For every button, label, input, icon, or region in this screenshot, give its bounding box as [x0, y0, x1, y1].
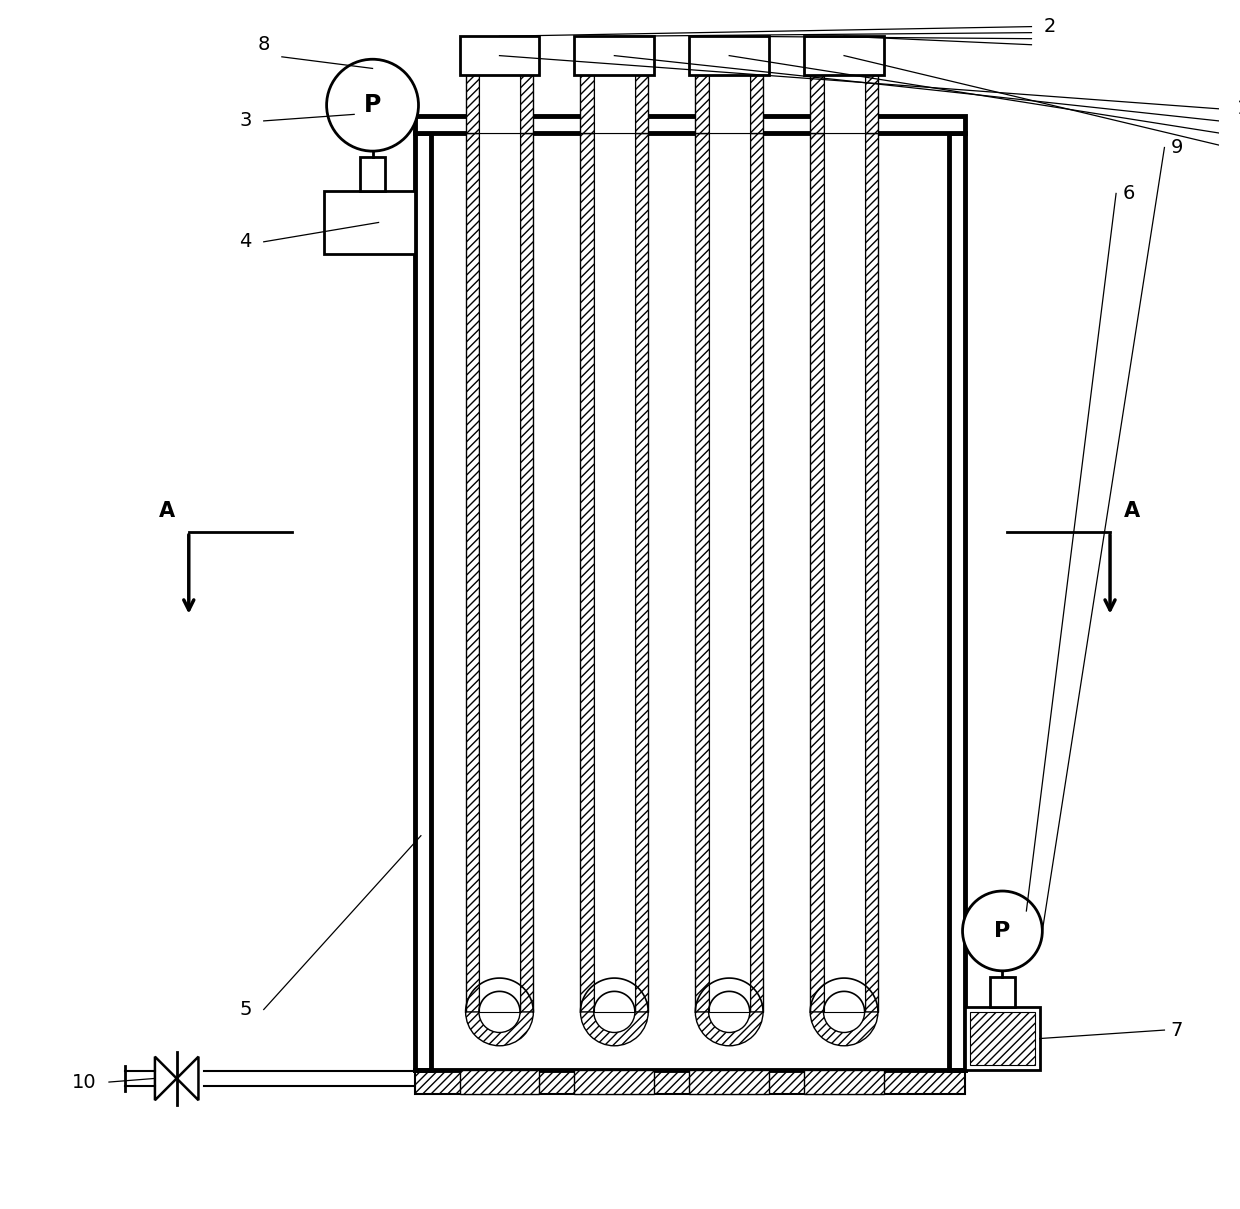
- Bar: [991, 977, 1014, 1007]
- Bar: [520, 75, 533, 133]
- Bar: [864, 75, 878, 133]
- Bar: [635, 133, 649, 1012]
- Bar: [460, 36, 539, 75]
- Wedge shape: [696, 1012, 763, 1046]
- Bar: [460, 1070, 539, 1094]
- Text: 10: 10: [72, 1072, 97, 1092]
- Bar: [415, 116, 965, 133]
- Bar: [810, 133, 823, 1012]
- Wedge shape: [466, 1012, 533, 1046]
- Text: 1: 1: [1238, 99, 1240, 118]
- Bar: [479, 133, 520, 1012]
- Bar: [324, 191, 415, 254]
- Bar: [689, 1070, 769, 1094]
- Bar: [805, 36, 884, 75]
- Text: 6: 6: [1122, 184, 1135, 203]
- Text: 5: 5: [239, 1000, 252, 1019]
- Bar: [466, 133, 479, 1012]
- Bar: [950, 133, 965, 1070]
- Bar: [708, 75, 750, 133]
- Bar: [750, 75, 763, 133]
- Bar: [580, 133, 594, 1012]
- Bar: [823, 133, 864, 1012]
- Bar: [361, 157, 384, 191]
- Bar: [965, 1007, 1040, 1070]
- Bar: [479, 75, 520, 133]
- Text: 8: 8: [258, 35, 270, 54]
- Bar: [750, 133, 763, 1012]
- Bar: [805, 1070, 884, 1094]
- Text: 3: 3: [239, 111, 252, 131]
- Text: A: A: [1123, 502, 1140, 521]
- Bar: [415, 1070, 965, 1094]
- Bar: [415, 133, 430, 1070]
- Bar: [864, 133, 878, 1012]
- Bar: [594, 75, 635, 133]
- Bar: [574, 36, 655, 75]
- Bar: [520, 133, 533, 1012]
- Bar: [823, 75, 864, 133]
- Bar: [574, 1070, 655, 1094]
- Bar: [689, 36, 769, 75]
- Bar: [580, 75, 594, 133]
- Bar: [635, 75, 649, 133]
- Bar: [708, 133, 750, 1012]
- Text: 4: 4: [239, 232, 252, 251]
- Text: 2: 2: [1044, 17, 1056, 36]
- Text: 9: 9: [1171, 138, 1183, 157]
- Text: 7: 7: [1171, 1020, 1183, 1040]
- Text: P: P: [363, 93, 381, 117]
- Bar: [696, 133, 708, 1012]
- Text: P: P: [994, 921, 1011, 941]
- Wedge shape: [810, 1012, 878, 1046]
- Bar: [696, 75, 708, 133]
- Bar: [594, 133, 635, 1012]
- Circle shape: [962, 891, 1043, 971]
- Bar: [970, 1012, 1035, 1065]
- Wedge shape: [580, 1012, 649, 1046]
- Bar: [466, 75, 479, 133]
- Circle shape: [326, 59, 418, 151]
- Bar: [810, 75, 823, 133]
- Text: A: A: [159, 502, 175, 521]
